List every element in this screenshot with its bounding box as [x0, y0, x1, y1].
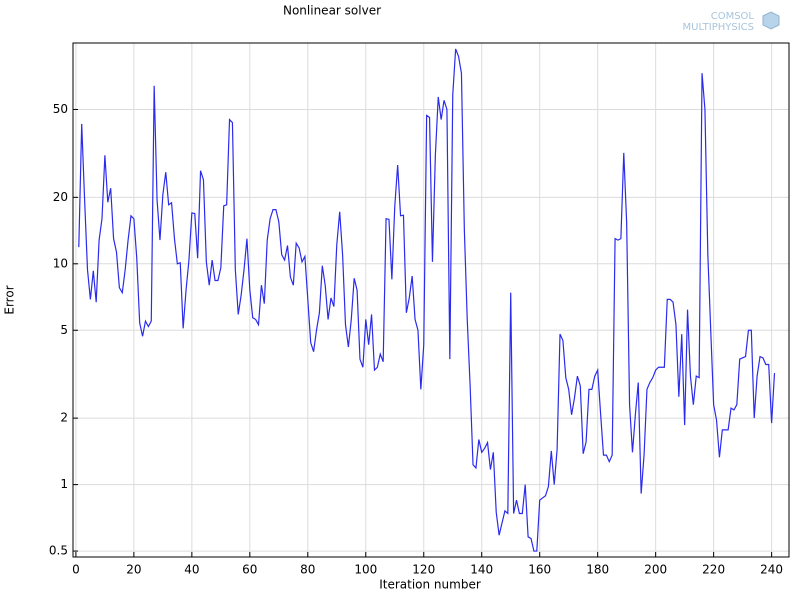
y-axis-label: Error: [3, 285, 17, 314]
logo-text: COMSOL: [711, 11, 755, 22]
y-tick-label: 0.5: [49, 544, 68, 558]
y-tick-label: 10: [53, 256, 68, 270]
plot-frame: [72, 42, 790, 558]
x-tick-label: 160: [528, 563, 551, 577]
x-tick-label: 80: [300, 563, 315, 577]
x-tick-label: 40: [184, 563, 199, 577]
chart-title: Nonlinear solver: [283, 4, 381, 18]
x-tick-label: 200: [644, 563, 667, 577]
logo-icon: [762, 11, 780, 30]
x-tick-label: 20: [126, 563, 141, 577]
x-tick-label: 220: [702, 563, 725, 577]
logo-text: MULTIPHYSICS: [683, 22, 754, 33]
y-tick-label: 5: [60, 323, 68, 337]
x-tick-label: 180: [586, 563, 609, 577]
x-axis-label: Iteration number: [379, 578, 481, 592]
x-tick-label: 0: [72, 563, 80, 577]
x-tick-label: 240: [760, 563, 783, 577]
y-tick-label: 2: [60, 411, 68, 425]
data-line: [78, 48, 776, 552]
y-tick-label: 20: [53, 190, 68, 204]
x-tick-label: 140: [470, 563, 493, 577]
x-tick-label: 100: [354, 563, 377, 577]
y-tick-label: 1: [60, 477, 68, 491]
x-tick-label: 120: [412, 563, 435, 577]
x-tick-label: 60: [242, 563, 257, 577]
y-tick-label: 50: [53, 102, 68, 116]
